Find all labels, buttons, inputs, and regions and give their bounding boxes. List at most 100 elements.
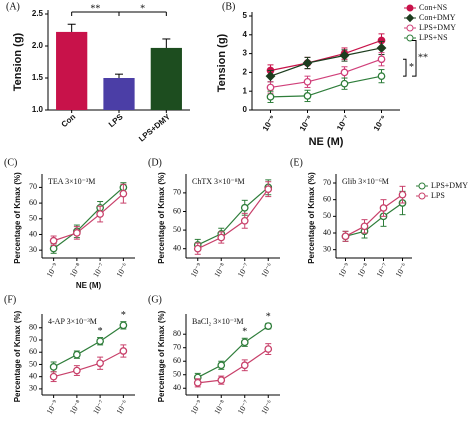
y-tick-label: 70 (29, 182, 37, 191)
marker (217, 361, 226, 370)
y-tick-label: 2.5 (32, 9, 44, 18)
legend-marker (418, 192, 426, 200)
y-tick-label: 50 (29, 359, 37, 368)
x-axis-label: NE (M) (309, 136, 344, 148)
legend-label: LPS+DMY (431, 181, 468, 190)
y-tick-label: 50 (29, 214, 37, 223)
x-tick-label: 10⁻⁹ (45, 398, 60, 416)
y-tick-label: 60 (29, 198, 37, 207)
legend-marker (406, 34, 414, 42)
y-tick-label: 4 (243, 30, 248, 39)
bar (56, 31, 88, 111)
bar (103, 78, 135, 110)
panel-label: (E) (290, 157, 303, 168)
marker (96, 337, 104, 346)
panel: (G) 40 50 60 70 80 Percentage of Kmax (%) 10⁻⁹ 1… (148, 294, 280, 416)
y-tick-label: 70 (323, 178, 331, 187)
panel-title: ChTX 3×10⁻⁸M (192, 177, 245, 186)
x-axis-label: NE (M) (76, 281, 102, 290)
marker (377, 55, 386, 64)
series-line (270, 75, 382, 98)
marker (377, 72, 386, 81)
series-line (53, 324, 124, 368)
y-tick-label: 30 (323, 244, 331, 253)
y-tick-label: 2.0 (32, 41, 44, 50)
bar (150, 47, 182, 110)
marker (302, 58, 313, 68)
x-tick-label: 10⁻⁷ (375, 261, 390, 279)
marker (49, 244, 58, 253)
significance: * (242, 327, 247, 338)
legend-marker (406, 24, 414, 32)
marker (264, 185, 273, 194)
sig-bracket (403, 58, 407, 77)
x-tick-label: 10⁻⁷ (335, 114, 351, 133)
series-line (197, 348, 269, 384)
marker (265, 71, 276, 82)
panel-label: (G) (148, 294, 162, 305)
x-tick-label: 10⁻⁹ (261, 113, 277, 132)
marker (193, 378, 202, 387)
marker (217, 233, 226, 242)
panel: (C) 30 40 50 60 70 Percentage of Kmax (%) 10⁻⁹ 1… (4, 157, 135, 290)
y-tick-label: 80 (173, 329, 181, 338)
marker (341, 232, 350, 241)
y-tick-label: 5 (243, 11, 248, 20)
legend-label: Con+NS (419, 3, 447, 12)
significance: * (409, 62, 414, 73)
x-tick-label: 10⁻⁸ (68, 398, 83, 416)
series-line (197, 325, 269, 378)
legend-label: Con+DMY (419, 13, 456, 22)
x-tick-label: 10⁻⁶ (259, 261, 274, 279)
marker (340, 79, 349, 88)
y-tick-label: 70 (173, 188, 181, 197)
marker (193, 244, 202, 253)
marker (96, 210, 104, 218)
y-axis-label: Percentage of Kmax (%) (157, 172, 166, 264)
y-tick-label: 40 (323, 228, 331, 237)
legend-marker (418, 182, 426, 190)
legend-label: LPS+DMY (419, 23, 456, 32)
legend-marker (406, 4, 414, 12)
marker (240, 338, 249, 347)
panel-label: (A) (6, 1, 20, 12)
x-tick-label: 10⁻⁶ (114, 261, 129, 279)
panel-label: (C) (4, 157, 17, 168)
panel-title: Glib 3×10⁻⁶M (342, 177, 389, 186)
panel-label: (D) (148, 157, 162, 168)
x-tick-label: 10⁻⁸ (68, 261, 83, 279)
marker (240, 203, 249, 212)
y-tick-label: 80 (29, 323, 37, 332)
marker (266, 92, 275, 101)
x-tick-label: 10⁻⁹ (337, 261, 352, 279)
significance: * (266, 312, 271, 323)
y-axis-label: Percentage of Kmax (%) (307, 172, 316, 264)
marker (119, 347, 128, 355)
y-axis-label: Tension (g) (12, 32, 24, 91)
marker (119, 321, 128, 330)
panel-title: BaCl₂ 3×10⁻³M (192, 317, 243, 326)
series-line (53, 350, 124, 378)
x-tick-label: 10⁻⁸ (298, 113, 314, 132)
panel: (F) 30 40 50 60 70 80 Percentage of Kmax (%) 10⁻… (4, 294, 135, 416)
legend-label: LPS+NS (419, 33, 448, 42)
y-tick-label: 40 (173, 244, 181, 253)
y-tick-label: 70 (29, 335, 37, 344)
series-line (197, 188, 269, 250)
panel-label: (F) (4, 294, 16, 305)
y-tick-label: 50 (173, 370, 181, 379)
marker (73, 366, 81, 375)
y-tick-label: 1.5 (32, 73, 44, 82)
x-tick-label: 10⁻⁹ (189, 398, 204, 416)
panel-title: 4-AP 3×10⁻³M (48, 317, 97, 326)
marker (264, 345, 273, 353)
series-line (53, 193, 124, 242)
marker (49, 236, 58, 245)
marker (96, 359, 104, 368)
marker (376, 43, 387, 53)
marker (266, 83, 275, 92)
y-tick-label: 40 (29, 371, 37, 380)
y-tick-label: 1.0 (32, 105, 44, 114)
y-axis-label: Percentage of Kmax (%) (13, 310, 22, 402)
